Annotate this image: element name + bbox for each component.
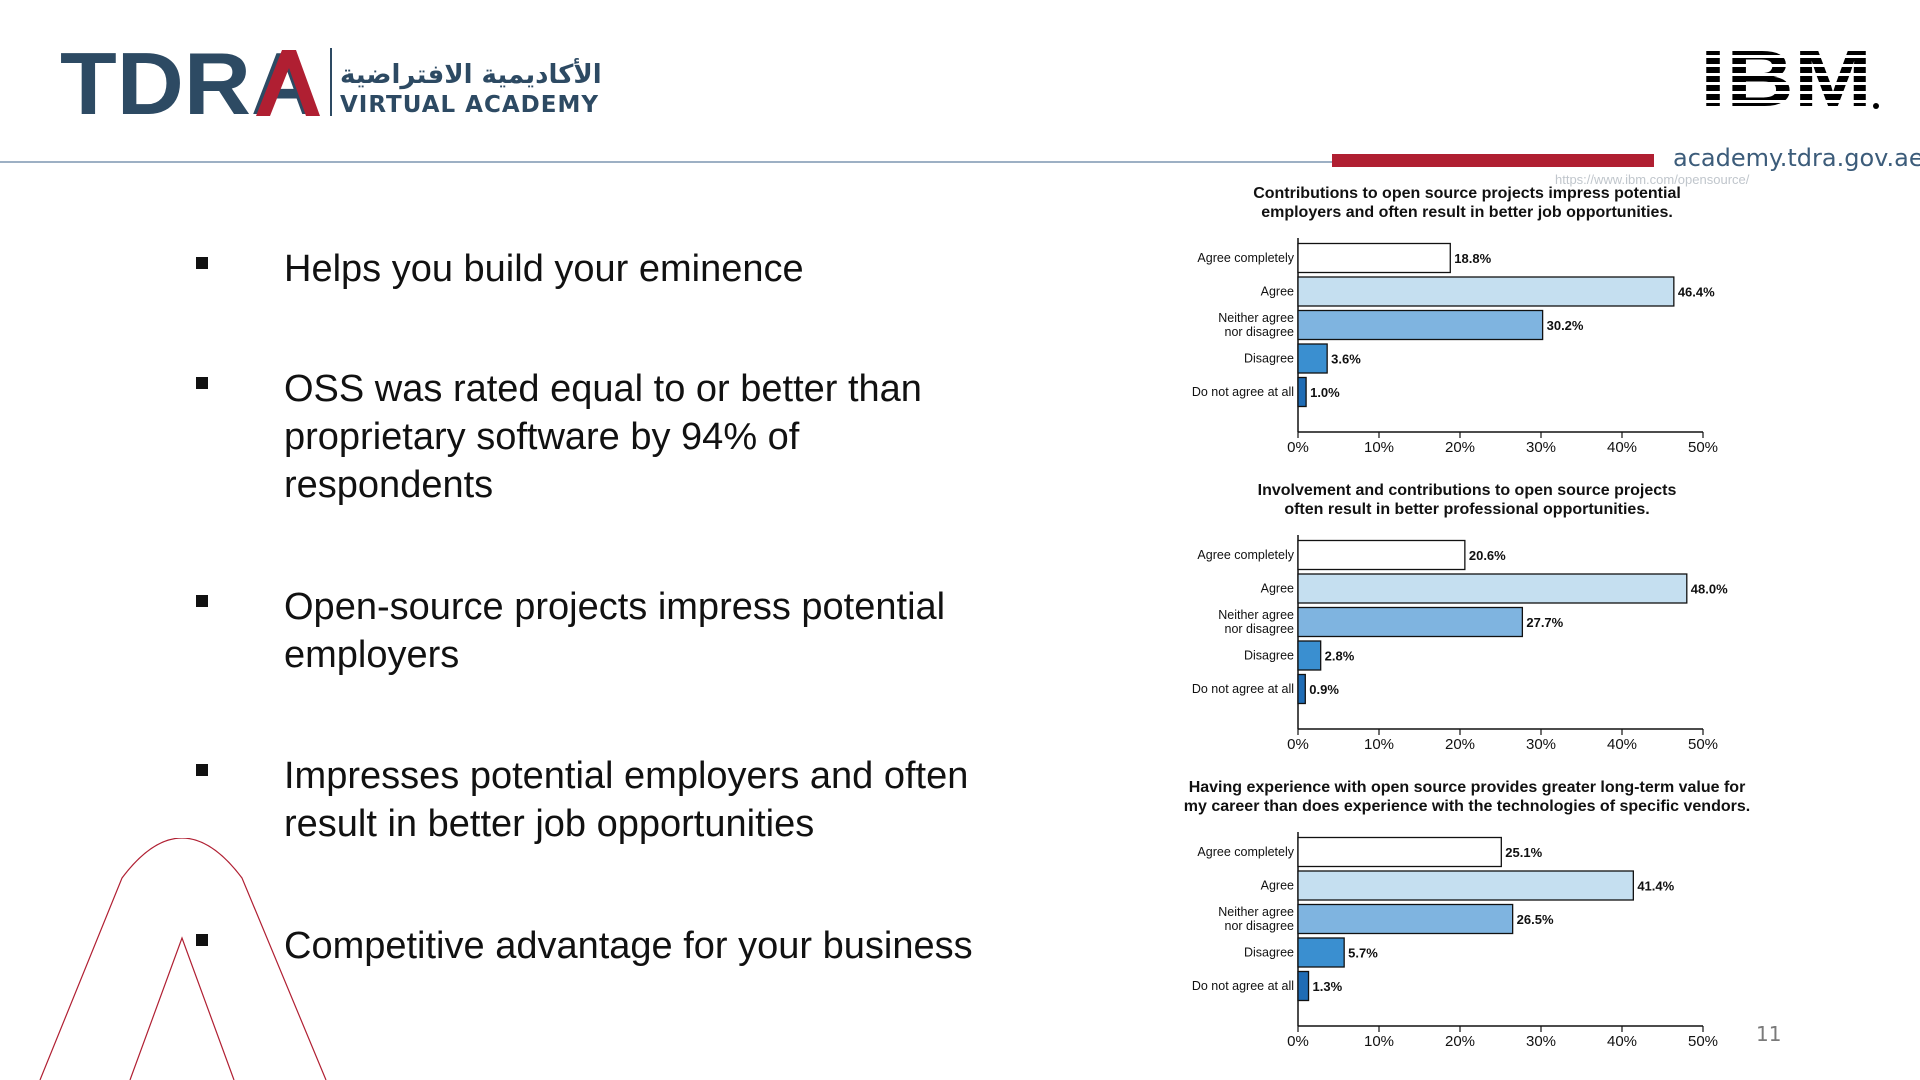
bar-value-label: 30.2% <box>1547 318 1584 333</box>
x-tick-label: 0% <box>1287 736 1309 753</box>
x-tick-label: 10% <box>1364 439 1394 456</box>
bar <box>1297 970 1310 1002</box>
category-label: Do not agree at all <box>1192 979 1294 993</box>
academy-url[interactable]: academy.tdra.gov.ae <box>1673 144 1920 172</box>
bar-value-label: 48.0% <box>1691 582 1728 597</box>
category-label: nor disagree <box>1225 622 1295 636</box>
x-tick-label: 30% <box>1526 439 1556 456</box>
bar-value-label: 1.3% <box>1313 979 1343 994</box>
bar <box>1297 242 1451 274</box>
arch-outline <box>39 838 327 1080</box>
x-tick-label: 30% <box>1526 736 1556 753</box>
x-tick-label: 50% <box>1688 439 1718 456</box>
x-tick-label: 50% <box>1688 736 1718 753</box>
category-label: Neither agree <box>1218 608 1294 622</box>
category-label: Disagree <box>1244 946 1294 960</box>
bar <box>1297 870 1634 901</box>
bar-value-label: 1.0% <box>1310 385 1340 400</box>
arch-inner-peak <box>129 936 235 1080</box>
bullet-text: Open-source projects impress potential e… <box>284 586 946 676</box>
bullet-square-icon <box>196 595 208 607</box>
category-label: Agree completely <box>1197 548 1294 562</box>
bullet-text: Helps you build your eminence <box>284 248 804 290</box>
decorative-arch <box>39 838 327 1080</box>
bullet-square-icon <box>196 377 208 389</box>
bullet-square-icon <box>196 257 208 269</box>
bar-value-label: 5.7% <box>1348 946 1378 961</box>
category-label: Agree <box>1261 879 1294 893</box>
bar <box>1297 673 1306 705</box>
bar <box>1297 376 1307 408</box>
category-label: Disagree <box>1244 649 1294 663</box>
x-tick-label: 40% <box>1607 736 1637 753</box>
bar-value-label: 46.4% <box>1678 285 1715 300</box>
bullet-text: OSS was rated equal to or better than pr… <box>284 368 922 506</box>
bullet-text: Competitive advantage for your business <box>284 925 973 967</box>
category-label: Neither agree <box>1218 311 1294 325</box>
category-label: Agree completely <box>1197 251 1294 265</box>
category-label: Do not agree at all <box>1192 385 1294 399</box>
bar <box>1297 606 1524 638</box>
header-accent-bar <box>1332 154 1654 167</box>
bar-value-label: 27.7% <box>1526 615 1563 630</box>
x-tick-label: 20% <box>1445 439 1475 456</box>
category-label: nor disagree <box>1225 919 1295 933</box>
logo-divider <box>330 48 332 116</box>
category-label: Disagree <box>1244 352 1294 366</box>
category-label: Agree <box>1261 582 1294 596</box>
tdra-logo: TDRA <box>60 44 320 120</box>
bar-value-label: 18.8% <box>1454 251 1491 266</box>
registered-mark-icon <box>1873 103 1879 109</box>
tdra-red-a-mark <box>256 50 320 116</box>
bar <box>1297 309 1544 341</box>
header-rule <box>0 161 1332 163</box>
bar <box>1297 937 1345 968</box>
chart-title: often result in better professional oppo… <box>1284 501 1649 518</box>
x-tick-label: 10% <box>1364 736 1394 753</box>
academy-arabic-name: الأكاديمية الافتراضية <box>340 60 602 90</box>
page-number: 11 <box>1756 1022 1782 1046</box>
bar <box>1297 343 1328 374</box>
bar <box>1297 640 1322 671</box>
ibm-logo-text: IBM <box>1700 40 1872 112</box>
chart-title: Having experience with open source provi… <box>1189 779 1746 796</box>
bar <box>1297 836 1502 868</box>
x-tick-label: 0% <box>1287 439 1309 456</box>
chart-title: employers and often result in better job… <box>1261 204 1673 221</box>
bar <box>1297 539 1466 571</box>
bullet-text: Impresses potential employers and often … <box>284 755 969 845</box>
x-tick-label: 10% <box>1364 1033 1394 1050</box>
bar-value-label: 3.6% <box>1331 352 1361 367</box>
x-tick-label: 30% <box>1526 1033 1556 1050</box>
ibm-logo: IBM <box>1700 40 1879 112</box>
category-label: nor disagree <box>1225 325 1295 339</box>
bullet-square-icon <box>196 934 208 946</box>
bar-value-label: 41.4% <box>1637 879 1674 894</box>
x-tick-label: 50% <box>1688 1033 1718 1050</box>
category-label: Neither agree <box>1218 905 1294 919</box>
category-label: Do not agree at all <box>1192 682 1294 696</box>
bar-value-label: 20.6% <box>1469 548 1506 563</box>
category-label: Agree completely <box>1197 845 1294 859</box>
bar-value-label: 25.1% <box>1505 845 1542 860</box>
bullet-square-icon <box>196 764 208 776</box>
x-tick-label: 40% <box>1607 439 1637 456</box>
bar-value-label: 2.8% <box>1325 649 1355 664</box>
chart-title: Contributions to open source projects im… <box>1253 185 1681 202</box>
bar <box>1297 276 1675 307</box>
x-tick-label: 20% <box>1445 1033 1475 1050</box>
chart-title: my career than does experience with the … <box>1184 798 1750 815</box>
x-tick-label: 20% <box>1445 736 1475 753</box>
category-label: Agree <box>1261 285 1294 299</box>
source-url[interactable]: https://www.ibm.com/opensource/ <box>1555 172 1750 187</box>
academy-english-name: VIRTUAL ACADEMY <box>340 92 599 118</box>
x-tick-label: 40% <box>1607 1033 1637 1050</box>
x-tick-label: 0% <box>1287 1033 1309 1050</box>
bar <box>1297 573 1688 604</box>
survey-charts: Contributions to open source projects im… <box>1184 185 1750 1050</box>
bar-value-label: 0.9% <box>1309 682 1339 697</box>
bar <box>1297 903 1514 935</box>
bar-value-label: 26.5% <box>1517 912 1554 927</box>
chart-title: Involvement and contributions to open so… <box>1258 482 1677 499</box>
